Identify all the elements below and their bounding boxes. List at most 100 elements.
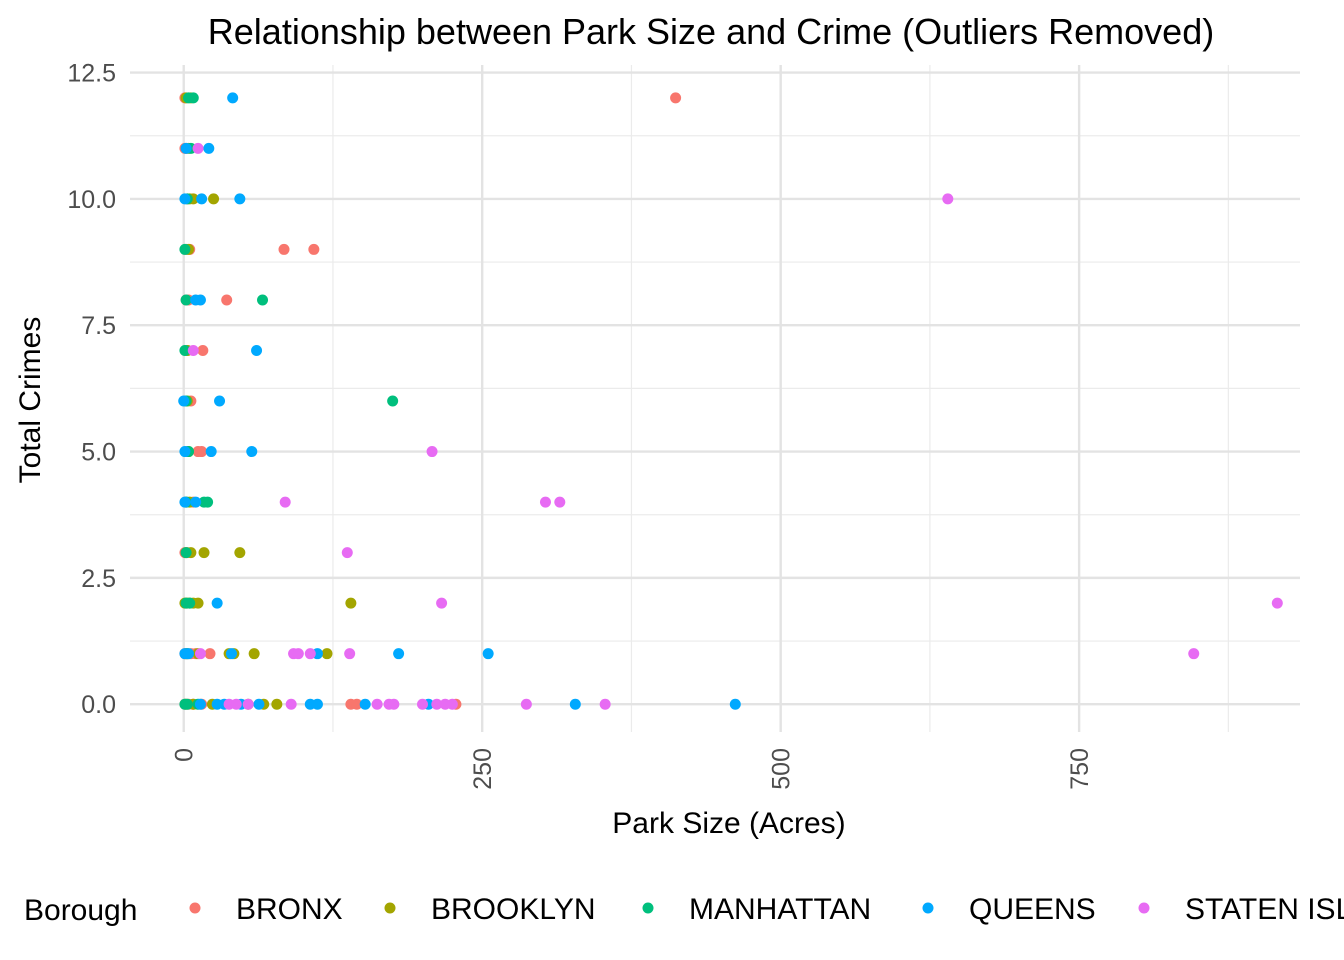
y-tick-label: 0.0 (81, 691, 116, 719)
legend-key-brooklyn (384, 902, 396, 914)
point-bronx (278, 243, 290, 255)
point-bronx (197, 344, 209, 356)
x-tick-label: 0 (171, 748, 199, 762)
point-bronx (670, 92, 682, 104)
point-queens (203, 142, 215, 154)
point-bronx (221, 294, 233, 306)
point-queens (729, 698, 741, 710)
legend-key-bronx (189, 902, 201, 914)
legend-key-staten-island (1138, 902, 1150, 914)
point-manhattan (184, 597, 196, 609)
x-tick-label: 500 (768, 748, 796, 790)
point-staten-island (539, 496, 551, 508)
point-staten-island (304, 648, 316, 660)
point-queens (393, 648, 405, 660)
point-queens (214, 395, 226, 407)
legend-key-manhattan (642, 902, 654, 914)
point-staten-island (192, 142, 204, 154)
point-queens (251, 344, 263, 356)
data-points (178, 92, 1283, 710)
point-staten-island (388, 698, 400, 710)
legend-label-brooklyn: BROOKLYN (431, 893, 596, 926)
point-queens (227, 92, 239, 104)
point-brooklyn (321, 648, 333, 660)
y-tick-label: 5.0 (81, 439, 116, 467)
point-manhattan (257, 294, 269, 306)
point-bronx (192, 446, 204, 458)
point-staten-island (285, 698, 297, 710)
point-staten-island (230, 698, 242, 710)
point-queens (253, 698, 265, 710)
point-staten-island (344, 648, 356, 660)
point-queens (482, 648, 494, 660)
point-manhattan (180, 547, 192, 559)
point-staten-island (599, 698, 611, 710)
point-staten-island (554, 496, 566, 508)
point-staten-island (431, 698, 443, 710)
point-queens (246, 446, 258, 458)
point-queens (205, 446, 217, 458)
point-bronx (308, 243, 320, 255)
y-axis-tick-labels: 0.0 2.5 5.0 7.5 10.0 12.5 (67, 60, 116, 720)
point-queens (180, 142, 192, 154)
x-axis-label: Park Size (Acres) (612, 807, 845, 840)
point-brooklyn (345, 597, 357, 609)
x-axis-tick-labels: 0 250 500 750 (171, 748, 1094, 790)
point-brooklyn (198, 547, 210, 559)
point-staten-island (942, 193, 954, 205)
point-queens (179, 446, 191, 458)
legend-label-bronx: BRONX (236, 893, 343, 926)
point-brooklyn (234, 547, 246, 559)
point-queens (179, 496, 191, 508)
point-staten-island (417, 698, 428, 710)
point-queens (194, 698, 206, 710)
y-tick-label: 10.0 (67, 186, 116, 214)
point-queens (179, 193, 191, 205)
point-staten-island (279, 496, 291, 508)
point-staten-island (520, 698, 532, 710)
point-staten-island (194, 648, 206, 660)
point-queens (183, 648, 194, 660)
point-staten-island (341, 547, 353, 559)
point-queens (190, 496, 202, 508)
legend-label-staten-island: STATEN ISLAND (1185, 893, 1344, 926)
y-tick-label: 2.5 (81, 565, 116, 593)
point-queens (234, 193, 246, 205)
point-manhattan (180, 294, 192, 306)
point-queens (196, 193, 208, 205)
point-staten-island (292, 648, 304, 660)
point-manhattan (179, 344, 191, 356)
point-manhattan (387, 395, 399, 407)
point-queens (311, 698, 323, 710)
point-brooklyn (248, 648, 260, 660)
legend-key-queens (922, 902, 934, 914)
point-manhattan (179, 243, 191, 255)
chart-title: Relationship between Park Size and Crime… (208, 11, 1214, 52)
point-staten-island (446, 698, 458, 710)
point-queens (569, 698, 581, 710)
point-queens (359, 698, 371, 710)
point-brooklyn (271, 698, 283, 710)
point-queens (225, 648, 237, 660)
point-queens (211, 597, 223, 609)
y-tick-label: 12.5 (67, 60, 116, 88)
point-queens (178, 395, 190, 407)
minor-gridlines (130, 65, 1300, 732)
x-tick-label: 750 (1066, 748, 1094, 790)
y-tick-label: 7.5 (81, 312, 116, 340)
point-staten-island (1271, 597, 1283, 609)
point-brooklyn (208, 193, 220, 205)
point-bronx (351, 698, 363, 710)
point-staten-island (1188, 648, 1200, 660)
legend-title: Borough (24, 894, 137, 927)
legend-items: BRONX BROOKLYN MANHATTAN QUEENS STATEN ISLAN… (189, 893, 1344, 926)
point-manhattan (187, 92, 199, 104)
x-tick-label: 250 (469, 748, 497, 790)
legend-label-queens: QUEENS (969, 893, 1096, 926)
legend: Borough BRONX BROOKLYN MANHATTAN QUEENS STAT… (24, 893, 1344, 927)
point-staten-island (187, 344, 199, 356)
point-staten-island (371, 698, 383, 710)
point-manhattan (181, 698, 193, 710)
